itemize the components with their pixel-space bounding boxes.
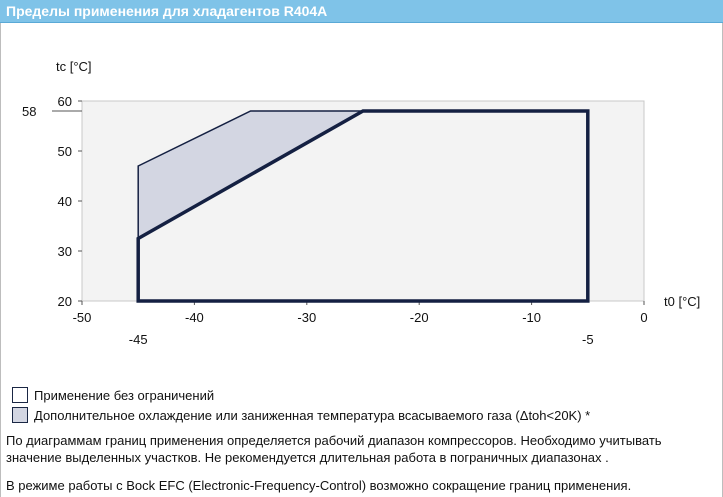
legend-item-unrestricted: Применение без ограничений — [12, 386, 214, 404]
note-text: По диаграммам границ применения определя… — [6, 433, 662, 465]
y-tick-label: 60 — [58, 94, 72, 109]
x-tick-label: -40 — [185, 310, 204, 325]
x-tick-label: -20 — [410, 310, 429, 325]
legend-swatch-grey — [12, 407, 28, 423]
legend-label: Дополнительное охлаждение или заниженная… — [34, 407, 591, 423]
x-tick-label: -10 — [522, 310, 541, 325]
y-tick-label: 40 — [58, 194, 72, 209]
x-axis-label: t0 [°C] — [664, 294, 700, 309]
x-tick-label: -30 — [297, 310, 316, 325]
series-1-boundary — [136, 109, 590, 303]
legend-label: Применение без ограничений — [34, 387, 215, 403]
x-tick-label: -50 — [73, 310, 92, 325]
y-tick-label: 30 — [58, 244, 72, 259]
note-text: В режиме работы с Bock EFC (Electronic-F… — [6, 478, 632, 493]
legend-swatch-white — [12, 387, 28, 403]
x-limit-label: -45 — [129, 332, 148, 347]
panel-header: Пределы применения для хладагентов R404A — [0, 0, 723, 23]
x-tick-label: 0 — [640, 310, 647, 325]
y-tick-label: 50 — [58, 144, 72, 159]
y-limit-label: 58 — [22, 104, 36, 119]
panel-title: Пределы применения для хладагентов R404A — [6, 3, 328, 19]
y-axis-label: tc [°C] — [56, 59, 92, 74]
legend-item-additional-cooling: Дополнительное охлаждение или заниженная… — [12, 406, 590, 424]
application-limits-chart: -50 -40 -30 -20 -10 0 20 30 40 50 60 -45 -5 58 tc [°C]… — [22, 59, 700, 347]
x-limit-label: -5 — [582, 332, 594, 347]
y-tick-label: 20 — [58, 294, 72, 309]
